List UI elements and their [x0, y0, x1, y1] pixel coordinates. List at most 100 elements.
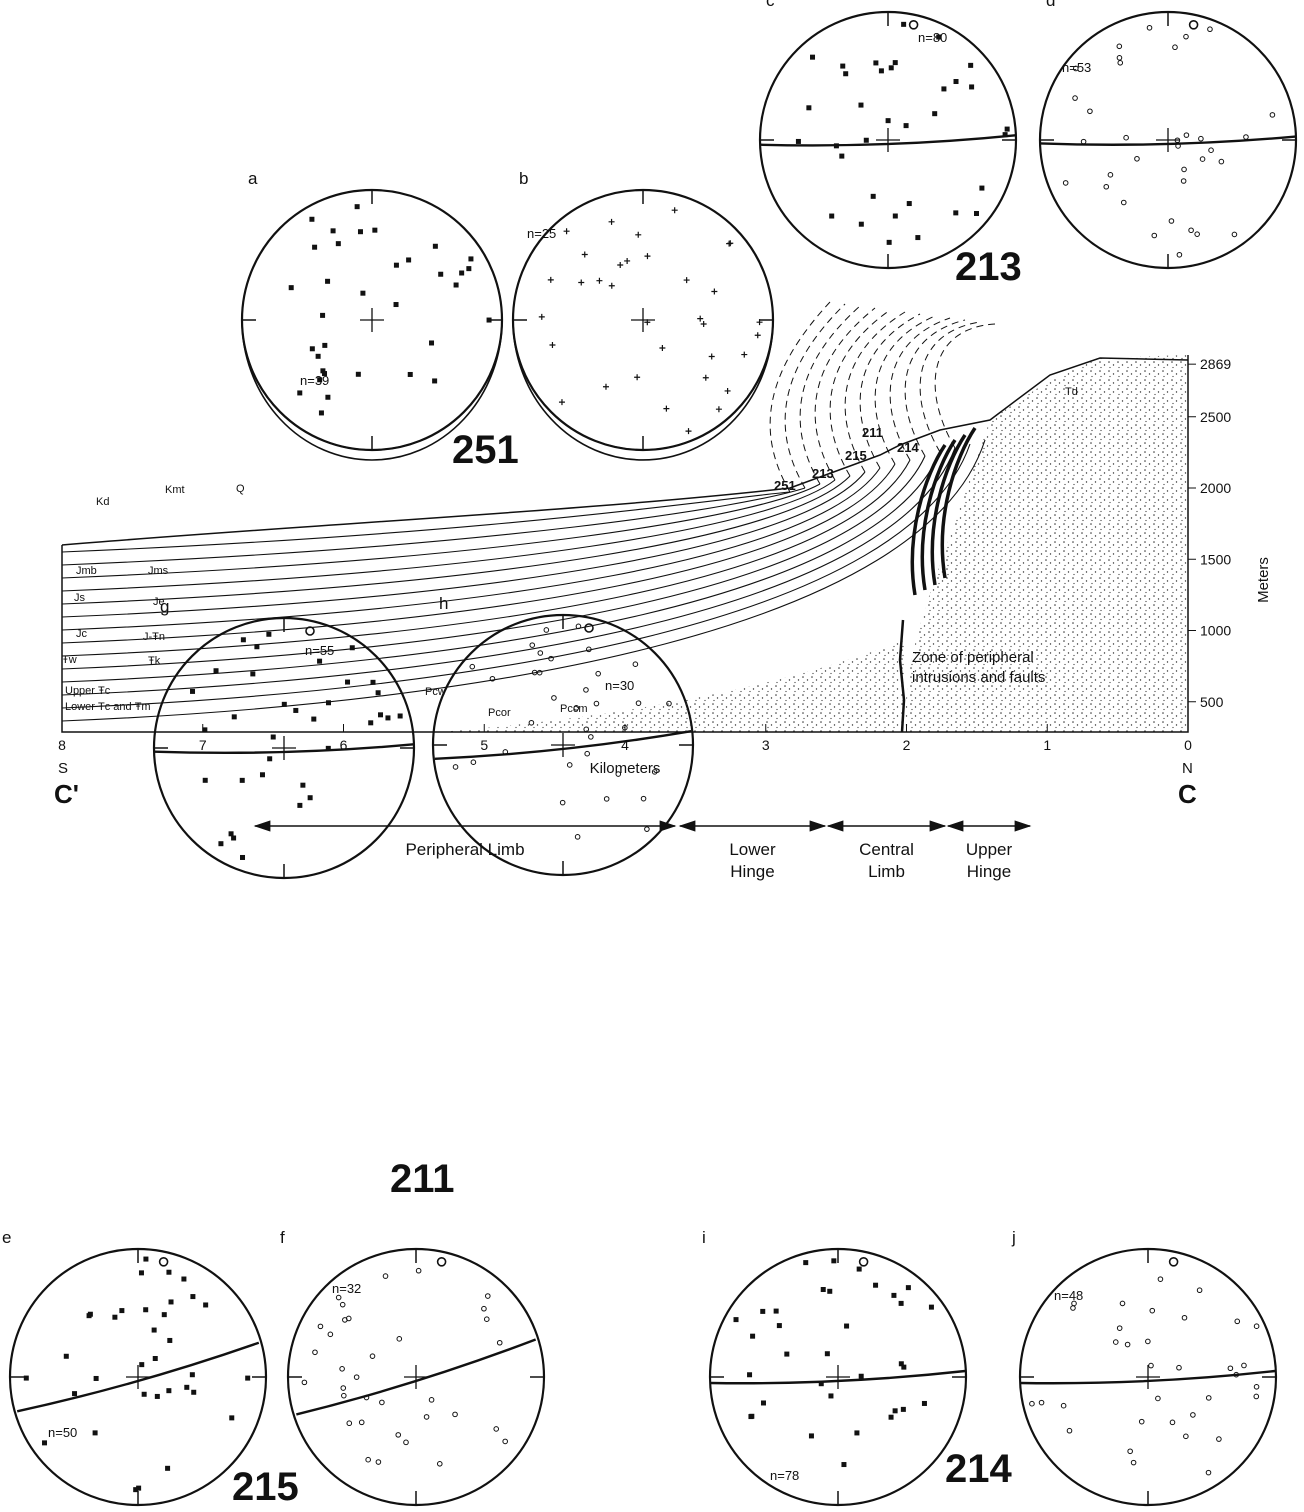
figure: an=39bn=25cn=80dn=53gn=55hn=30en=50fn=32…: [0, 0, 1304, 1507]
center-cross: [826, 1365, 850, 1389]
net-count: n=48: [1054, 1288, 1083, 1303]
point: [378, 712, 383, 717]
point: [834, 143, 839, 148]
point: [864, 138, 869, 143]
site-label: 214: [897, 440, 919, 455]
point: [340, 1367, 345, 1372]
stereonet: cn=80: [760, 0, 1016, 268]
point: [538, 651, 543, 656]
unit-label: Jms: [148, 565, 169, 577]
point: [734, 1317, 739, 1322]
point: [589, 735, 594, 740]
x-label: Kilometers: [590, 760, 661, 777]
x-tick-label: 8: [58, 737, 66, 753]
point: [968, 63, 973, 68]
net-count: n=78: [770, 1468, 799, 1483]
point: [596, 278, 602, 284]
point: [169, 1299, 174, 1304]
unit-label: Upper Ŧc: [65, 685, 111, 697]
point: [703, 375, 709, 381]
unit-label: Q: [236, 483, 245, 495]
point: [1200, 157, 1205, 162]
point: [1197, 1288, 1202, 1293]
stereonet: en=50: [2, 1228, 266, 1505]
net-count: n=32: [332, 1281, 361, 1296]
point: [433, 244, 438, 249]
net-letter: e: [2, 1228, 11, 1247]
point: [1173, 45, 1178, 50]
point: [376, 1460, 381, 1465]
point: [482, 1306, 487, 1311]
y-tick-label: 2500: [1200, 409, 1231, 425]
point: [711, 289, 717, 295]
net-letter: c: [766, 0, 775, 10]
point: [300, 783, 305, 788]
point: [1117, 56, 1122, 61]
point: [891, 1293, 896, 1298]
point: [1081, 139, 1086, 144]
center-cross: [126, 1365, 150, 1389]
point: [634, 374, 640, 380]
point: [697, 316, 703, 322]
point: [1088, 109, 1093, 114]
point: [1182, 167, 1187, 172]
point: [1156, 1396, 1161, 1401]
point: [326, 746, 331, 751]
point: [1146, 1339, 1151, 1344]
center-cross: [1156, 128, 1180, 152]
point: [1182, 1315, 1187, 1320]
x-tick-label: 0: [1184, 737, 1192, 753]
point: [1242, 1363, 1247, 1368]
point: [741, 352, 747, 358]
point: [94, 1376, 99, 1381]
point: [844, 1324, 849, 1329]
point: [250, 671, 255, 676]
point: [317, 659, 322, 664]
point: [904, 123, 909, 128]
stereonet: fn=32: [280, 1228, 544, 1505]
point: [716, 406, 722, 412]
point: [609, 219, 615, 225]
point: [139, 1362, 144, 1367]
net-letter: i: [702, 1228, 706, 1247]
point: [1135, 156, 1140, 161]
point: [1181, 179, 1186, 184]
point: [841, 1462, 846, 1467]
point: [899, 1301, 904, 1306]
point: [604, 797, 609, 802]
projected-bed: [785, 304, 845, 488]
point: [633, 662, 638, 667]
net-letter: b: [519, 169, 528, 188]
point: [267, 756, 272, 761]
point: [1120, 1301, 1125, 1306]
point: [840, 64, 845, 69]
unit-label: Kmt: [165, 484, 185, 496]
point: [843, 71, 848, 76]
point: [214, 668, 219, 673]
point: [684, 277, 690, 283]
point: [749, 1414, 754, 1419]
site-label: 211: [862, 425, 883, 440]
point: [64, 1354, 69, 1359]
point: [408, 372, 413, 377]
point: [190, 1372, 195, 1377]
point: [368, 720, 373, 725]
point: [271, 735, 276, 740]
unit-label: Ŧk: [148, 655, 161, 667]
point: [119, 1308, 124, 1313]
point: [152, 1328, 157, 1333]
point: [1071, 1306, 1076, 1311]
point: [437, 1461, 442, 1466]
point: [857, 1267, 862, 1272]
point: [331, 228, 336, 233]
point: [1125, 1342, 1130, 1347]
point: [322, 343, 327, 348]
point: [312, 245, 317, 250]
x-tick-label: 6: [340, 737, 348, 753]
point: [155, 1394, 160, 1399]
point: [1117, 1326, 1122, 1331]
point: [416, 1268, 421, 1273]
unit-label: Pcw: [425, 686, 446, 698]
point: [796, 139, 801, 144]
point: [404, 1440, 409, 1445]
